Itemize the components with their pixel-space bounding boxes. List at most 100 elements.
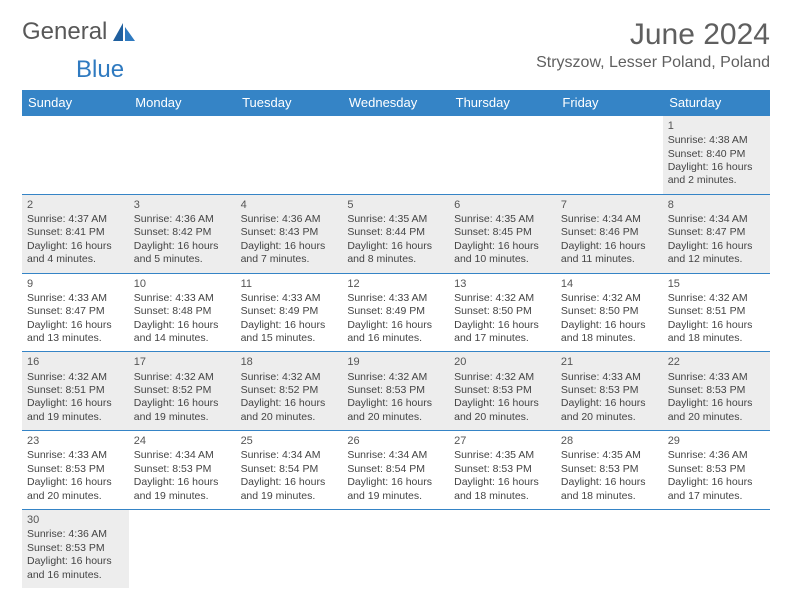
day-number: 13: [454, 277, 551, 291]
calendar-cell-empty: [342, 116, 449, 195]
sunset-text: Sunset: 8:52 PM: [134, 384, 231, 397]
day-number: 17: [134, 355, 231, 369]
daylight-text: Daylight: 16 hours and 19 minutes.: [241, 476, 338, 503]
weekday-header: Wednesday: [342, 90, 449, 116]
sunset-text: Sunset: 8:41 PM: [27, 226, 124, 239]
day-number: 15: [668, 277, 765, 291]
weekday-header-row: SundayMondayTuesdayWednesdayThursdayFrid…: [22, 90, 770, 116]
sunset-text: Sunset: 8:50 PM: [454, 305, 551, 318]
day-number: 19: [347, 355, 444, 369]
sunset-text: Sunset: 8:53 PM: [668, 463, 765, 476]
sunset-text: Sunset: 8:43 PM: [241, 226, 338, 239]
daylight-text: Daylight: 16 hours and 16 minutes.: [347, 319, 444, 346]
logo: General: [22, 18, 141, 46]
day-number: 4: [241, 198, 338, 212]
sunset-text: Sunset: 8:53 PM: [27, 542, 124, 555]
sunset-text: Sunset: 8:51 PM: [27, 384, 124, 397]
calendar-cell: 14Sunrise: 4:32 AMSunset: 8:50 PMDayligh…: [556, 273, 663, 352]
sunset-text: Sunset: 8:53 PM: [454, 463, 551, 476]
day-number: 12: [347, 277, 444, 291]
daylight-text: Daylight: 16 hours and 19 minutes.: [134, 397, 231, 424]
calendar-cell: 30Sunrise: 4:36 AMSunset: 8:53 PMDayligh…: [22, 510, 129, 588]
sunrise-text: Sunrise: 4:38 AM: [668, 134, 765, 147]
day-number: 22: [668, 355, 765, 369]
daylight-text: Daylight: 16 hours and 11 minutes.: [561, 240, 658, 267]
weekday-header: Sunday: [22, 90, 129, 116]
sunrise-text: Sunrise: 4:34 AM: [241, 449, 338, 462]
calendar-cell: 9Sunrise: 4:33 AMSunset: 8:47 PMDaylight…: [22, 273, 129, 352]
location-text: Stryszow, Lesser Poland, Poland: [536, 54, 770, 72]
day-number: 9: [27, 277, 124, 291]
daylight-text: Daylight: 16 hours and 10 minutes.: [454, 240, 551, 267]
logo-text-2: Blue: [76, 56, 124, 84]
day-number: 10: [134, 277, 231, 291]
day-number: 1: [668, 119, 765, 133]
daylight-text: Daylight: 16 hours and 8 minutes.: [347, 240, 444, 267]
sunrise-text: Sunrise: 4:35 AM: [454, 449, 551, 462]
sunset-text: Sunset: 8:53 PM: [454, 384, 551, 397]
calendar-cell: 11Sunrise: 4:33 AMSunset: 8:49 PMDayligh…: [236, 273, 343, 352]
calendar-cell-empty: [236, 510, 343, 588]
calendar-cell: 7Sunrise: 4:34 AMSunset: 8:46 PMDaylight…: [556, 194, 663, 273]
calendar-cell: 27Sunrise: 4:35 AMSunset: 8:53 PMDayligh…: [449, 431, 556, 510]
daylight-text: Daylight: 16 hours and 20 minutes.: [27, 476, 124, 503]
sunrise-text: Sunrise: 4:34 AM: [668, 213, 765, 226]
daylight-text: Daylight: 16 hours and 19 minutes.: [134, 476, 231, 503]
calendar-cell: 2Sunrise: 4:37 AMSunset: 8:41 PMDaylight…: [22, 194, 129, 273]
daylight-text: Daylight: 16 hours and 7 minutes.: [241, 240, 338, 267]
calendar-cell-empty: [22, 116, 129, 195]
calendar-cell: 12Sunrise: 4:33 AMSunset: 8:49 PMDayligh…: [342, 273, 449, 352]
daylight-text: Daylight: 16 hours and 17 minutes.: [668, 476, 765, 503]
calendar-cell-empty: [342, 510, 449, 588]
day-number: 8: [668, 198, 765, 212]
sunrise-text: Sunrise: 4:32 AM: [668, 292, 765, 305]
daylight-text: Daylight: 16 hours and 20 minutes.: [241, 397, 338, 424]
daylight-text: Daylight: 16 hours and 15 minutes.: [241, 319, 338, 346]
calendar-week-row: 16Sunrise: 4:32 AMSunset: 8:51 PMDayligh…: [22, 352, 770, 431]
sunset-text: Sunset: 8:40 PM: [668, 148, 765, 161]
sunrise-text: Sunrise: 4:32 AM: [347, 371, 444, 384]
calendar-cell: 29Sunrise: 4:36 AMSunset: 8:53 PMDayligh…: [663, 431, 770, 510]
sunset-text: Sunset: 8:49 PM: [347, 305, 444, 318]
calendar-cell-empty: [129, 116, 236, 195]
day-number: 25: [241, 434, 338, 448]
daylight-text: Daylight: 16 hours and 17 minutes.: [454, 319, 551, 346]
day-number: 23: [27, 434, 124, 448]
daylight-text: Daylight: 16 hours and 16 minutes.: [27, 555, 124, 582]
weekday-header: Saturday: [663, 90, 770, 116]
sunset-text: Sunset: 8:53 PM: [561, 463, 658, 476]
calendar-cell: 24Sunrise: 4:34 AMSunset: 8:53 PMDayligh…: [129, 431, 236, 510]
day-number: 3: [134, 198, 231, 212]
calendar-cell: 1Sunrise: 4:38 AMSunset: 8:40 PMDaylight…: [663, 116, 770, 195]
calendar-cell: 21Sunrise: 4:33 AMSunset: 8:53 PMDayligh…: [556, 352, 663, 431]
day-number: 21: [561, 355, 658, 369]
weekday-header: Monday: [129, 90, 236, 116]
daylight-text: Daylight: 16 hours and 14 minutes.: [134, 319, 231, 346]
calendar-week-row: 23Sunrise: 4:33 AMSunset: 8:53 PMDayligh…: [22, 431, 770, 510]
daylight-text: Daylight: 16 hours and 4 minutes.: [27, 240, 124, 267]
day-number: 7: [561, 198, 658, 212]
daylight-text: Daylight: 16 hours and 20 minutes.: [347, 397, 444, 424]
sunset-text: Sunset: 8:54 PM: [241, 463, 338, 476]
sunrise-text: Sunrise: 4:32 AM: [241, 371, 338, 384]
sunrise-text: Sunrise: 4:32 AM: [454, 371, 551, 384]
calendar-cell-empty: [129, 510, 236, 588]
daylight-text: Daylight: 16 hours and 12 minutes.: [668, 240, 765, 267]
sunrise-text: Sunrise: 4:33 AM: [241, 292, 338, 305]
day-number: 28: [561, 434, 658, 448]
sunset-text: Sunset: 8:53 PM: [668, 384, 765, 397]
sunrise-text: Sunrise: 4:35 AM: [347, 213, 444, 226]
sunrise-text: Sunrise: 4:37 AM: [27, 213, 124, 226]
day-number: 18: [241, 355, 338, 369]
sunset-text: Sunset: 8:47 PM: [27, 305, 124, 318]
daylight-text: Daylight: 16 hours and 19 minutes.: [27, 397, 124, 424]
daylight-text: Daylight: 16 hours and 5 minutes.: [134, 240, 231, 267]
sunset-text: Sunset: 8:44 PM: [347, 226, 444, 239]
calendar-cell-empty: [556, 510, 663, 588]
sunrise-text: Sunrise: 4:34 AM: [347, 449, 444, 462]
calendar-week-row: 2Sunrise: 4:37 AMSunset: 8:41 PMDaylight…: [22, 194, 770, 273]
calendar-cell: 13Sunrise: 4:32 AMSunset: 8:50 PMDayligh…: [449, 273, 556, 352]
sunrise-text: Sunrise: 4:33 AM: [347, 292, 444, 305]
daylight-text: Daylight: 16 hours and 20 minutes.: [454, 397, 551, 424]
logo-text-1: General: [22, 18, 107, 46]
